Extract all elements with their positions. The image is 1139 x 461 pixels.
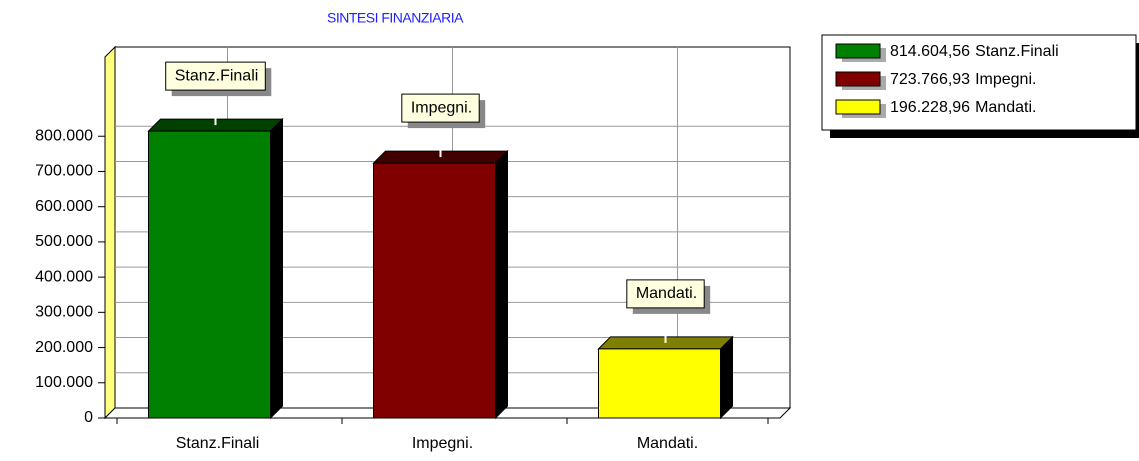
chart-title: SINTESI FINANZIARIA xyxy=(327,10,464,26)
bar xyxy=(373,162,496,419)
legend-value: 196.228,96 xyxy=(890,99,970,116)
callout xyxy=(165,61,272,97)
legend-swatch xyxy=(835,43,881,59)
y-tick-label: 300.000 xyxy=(35,304,93,321)
bar-side xyxy=(495,149,508,420)
y-tick-label: 200.000 xyxy=(35,339,93,356)
bar-side xyxy=(720,335,733,420)
legend-name: Mandati. xyxy=(975,99,1036,116)
legend-label: 723.766,93 Impegni. xyxy=(890,71,1036,88)
x-tick-label: Impegni. xyxy=(412,435,473,452)
bar-side xyxy=(270,117,283,420)
y-tick-label: 700.000 xyxy=(35,163,93,180)
callout xyxy=(401,93,486,129)
legend-value: 723.766,93 xyxy=(890,71,970,88)
legend-swatch xyxy=(835,99,881,115)
callout-label: Impegni. xyxy=(411,99,472,116)
left-wall xyxy=(104,45,116,420)
bar xyxy=(148,130,271,419)
callout-label: Stanz.Finali xyxy=(175,67,259,84)
y-tick-label: 400.000 xyxy=(35,268,93,285)
y-tick-label: 800.000 xyxy=(35,127,93,144)
x-tick-label: Mandati. xyxy=(637,435,698,452)
x-tick-label: Stanz.Finali xyxy=(176,435,260,452)
y-tick-label: 100.000 xyxy=(35,374,93,391)
callout-box xyxy=(165,61,266,91)
y-tick-label: 500.000 xyxy=(35,233,93,250)
callout-box xyxy=(626,279,705,309)
y-tick-label: 0 xyxy=(84,409,93,426)
legend-swatch xyxy=(835,71,881,87)
legend-name: Stanz.Finali xyxy=(975,43,1059,60)
bar xyxy=(598,348,721,419)
legend-value: 814.604,56 xyxy=(890,43,970,60)
callout-box xyxy=(401,93,480,123)
legend-label: 814.604,56 Stanz.Finali xyxy=(890,43,1059,60)
callout-label: Mandati. xyxy=(636,285,697,302)
legend-label: 196.228,96 Mandati. xyxy=(890,99,1036,116)
legend-name: Impegni. xyxy=(975,71,1036,88)
callout xyxy=(626,279,711,314)
y-tick-label: 600.000 xyxy=(35,198,93,215)
